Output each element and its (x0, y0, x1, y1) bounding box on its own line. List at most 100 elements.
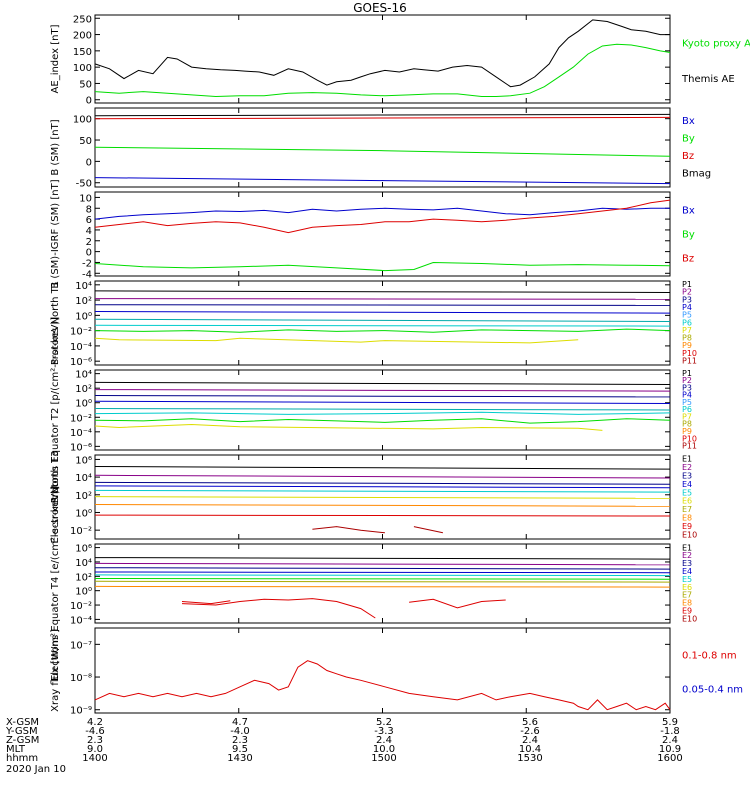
series-line-e8 (94, 504, 671, 507)
ytick-label: 10⁻⁶ (70, 357, 92, 368)
legend-entry: E5 (682, 488, 692, 497)
series-line-e2 (94, 474, 671, 479)
legend-entry: P11 (682, 356, 697, 365)
ytick-label: 10⁻⁴ (70, 615, 92, 626)
legend-entry: P10 (682, 349, 697, 358)
legend-entry: P11 (682, 442, 697, 451)
ephemeris-value: 5.6 (522, 717, 538, 728)
panel-frame-4 (94, 280, 671, 366)
ephemeris-value: 1430 (227, 753, 252, 764)
legend-entry: Bmag (682, 168, 711, 179)
series-line-e1 (94, 557, 671, 560)
series-line-p5 (94, 408, 671, 411)
ytick-label: 50 (79, 79, 92, 90)
legend-entry: Kyoto proxy AE (682, 39, 750, 50)
ytick-label: 10⁰ (75, 587, 92, 598)
ephemeris-value: 2.4 (662, 735, 678, 746)
ephemeris-value: 4.7 (232, 717, 248, 728)
series-line-e4 (94, 571, 671, 574)
legend-entry: P8 (682, 334, 692, 343)
legend-entry: P7 (682, 326, 692, 335)
series-line-e5 (94, 574, 671, 577)
series-line-e3 (94, 481, 671, 485)
ytick-label: 100 (73, 63, 92, 74)
legend-entry: E4 (682, 480, 692, 489)
legend-entry: P5 (682, 311, 692, 320)
ytick-label: 10² (75, 296, 92, 307)
series-line-e2 (94, 562, 671, 566)
legend-entry: E10 (682, 614, 697, 623)
series-line-e6 (94, 578, 671, 580)
legend-entry: P2 (682, 376, 692, 385)
ytick-label: 10² (75, 384, 92, 395)
legend-entry: P10 (682, 434, 697, 443)
panel-frame-2 (94, 107, 671, 188)
series-line-e10b (413, 526, 444, 534)
legend-entry: Themis AE (681, 74, 735, 85)
ytick-label: 10⁻² (70, 601, 92, 612)
legend-entry: Bz (682, 254, 694, 265)
series-line-e3 (94, 567, 671, 570)
legend-entry: Bx (682, 206, 695, 217)
legend-entry: By (682, 230, 695, 241)
ytick-label: 10⁻² (70, 413, 92, 424)
series-line-p1 (94, 290, 671, 293)
series-line-p2 (94, 389, 671, 392)
ytick-label: 10⁴ (75, 370, 92, 381)
legend-entry: P6 (682, 318, 692, 327)
ephemeris-value: 1600 (657, 753, 682, 764)
ylabel-panel-6: Electrons North T3 (50, 450, 61, 543)
ytick-label: 10⁴ (75, 558, 92, 569)
ephemeris-row-label: X-GSM (6, 717, 39, 728)
series-line-e4 (94, 485, 671, 489)
ylabel-panel-3: B (SM)-IGRF (SM) [nT] (50, 179, 61, 288)
series-line-e7 (94, 580, 671, 583)
legend-entry: E8 (682, 514, 692, 523)
legend-entry: Bz (682, 151, 694, 162)
ephemeris-value: -2.6 (520, 726, 540, 737)
ytick-label: 200 (73, 31, 92, 42)
series-line-p8 (94, 337, 579, 344)
ytick-label: 10⁰ (75, 508, 92, 519)
ytick-label: 50 (79, 136, 92, 147)
series-line-p4 (94, 400, 671, 404)
ytick-label: 8 (86, 204, 92, 215)
ytick-label: 10⁻⁶ (70, 442, 92, 453)
ytick-label: 10⁰ (75, 311, 92, 322)
ytick-label: 10² (75, 491, 92, 502)
legend-entry: E7 (682, 505, 692, 514)
ytick-label: 10⁻² (70, 526, 92, 537)
legend-entry: 0.05-0.4 nm (682, 685, 743, 696)
series-line-bz (94, 116, 671, 120)
ephemeris-row-label: hhmm (6, 753, 38, 764)
series-line-e1 (94, 466, 671, 470)
series-line-kyoto-proxy-ae (94, 43, 671, 98)
ephemeris-value: -4.6 (85, 726, 105, 737)
legend-entry: E3 (682, 559, 692, 568)
series-line-p7 (94, 418, 671, 424)
series-line-p1 (94, 381, 671, 385)
legend-entry: E6 (682, 497, 692, 506)
ytick-label: 10⁻⁹ (70, 706, 92, 717)
series-line-bx (94, 177, 671, 185)
ephemeris-value: -4.0 (230, 726, 250, 737)
panel-frame-3 (94, 191, 671, 277)
legend-entry: 0.1-0.8 nm (682, 651, 737, 662)
legend-entry: E9 (682, 522, 692, 531)
ephemeris-value: 10.0 (373, 744, 395, 755)
legend-entry: P5 (682, 398, 692, 407)
ephemeris-value: 5.2 (376, 717, 392, 728)
legend-entry: P3 (682, 383, 692, 392)
legend-entry: E3 (682, 472, 692, 481)
ephemeris-row-label: Y-GSM (5, 726, 38, 737)
legend-entry: E2 (682, 463, 692, 472)
series-line-p8 (94, 423, 603, 431)
ephemeris-value: 5.9 (662, 717, 678, 728)
ephemeris-value: 1400 (82, 753, 107, 764)
ylabel-panel-5: Protons Equator T2 [p/(cm²-s-sr-keV)] (50, 317, 61, 504)
ytick-label: 10⁶ (75, 455, 92, 466)
ytick-label: 10⁻⁸ (70, 673, 92, 684)
series-line-bx (94, 207, 670, 220)
